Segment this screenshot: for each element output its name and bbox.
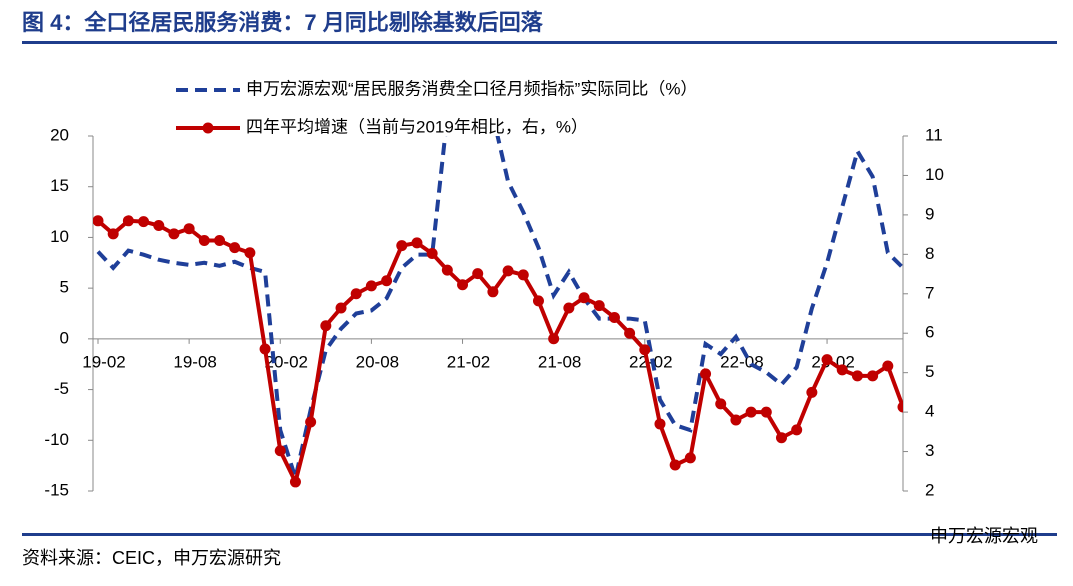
y-tick-label: -10 bbox=[44, 430, 69, 449]
point bbox=[457, 279, 469, 291]
y2-tick-label: 7 bbox=[925, 283, 934, 302]
y2-tick-label: 10 bbox=[925, 165, 944, 184]
point bbox=[396, 240, 408, 252]
point bbox=[487, 286, 499, 298]
point bbox=[305, 416, 317, 428]
point bbox=[502, 265, 514, 277]
y2-tick-label: 11 bbox=[925, 125, 943, 144]
legend-label: 四年平均增速（当前与2019年相比，右，%） bbox=[246, 117, 588, 136]
point bbox=[639, 344, 651, 356]
point bbox=[107, 228, 119, 240]
y2-tick-label: 3 bbox=[925, 441, 934, 460]
y2-tick-label: 9 bbox=[925, 204, 934, 223]
point bbox=[775, 432, 787, 444]
point bbox=[867, 370, 879, 382]
point bbox=[168, 228, 180, 240]
point bbox=[198, 235, 210, 247]
point bbox=[441, 264, 453, 276]
point bbox=[153, 220, 165, 232]
point bbox=[350, 288, 362, 300]
point bbox=[745, 406, 757, 418]
y-tick-label: 15 bbox=[50, 176, 69, 195]
x-tick-label: 19-02 bbox=[82, 352, 125, 371]
point bbox=[578, 292, 590, 304]
point bbox=[411, 237, 423, 249]
y2-tick-label: 8 bbox=[925, 244, 934, 263]
point bbox=[548, 333, 560, 345]
point bbox=[183, 223, 195, 235]
point bbox=[791, 424, 803, 436]
y-tick-label: 5 bbox=[60, 278, 69, 297]
y2-tick-label: 5 bbox=[925, 362, 934, 381]
point bbox=[365, 280, 377, 292]
watermark: 申万宏源宏观 bbox=[930, 526, 1038, 546]
legend-label: 申万宏源宏观“居民服务消费全口径月频指标”实际同比（%） bbox=[246, 79, 697, 98]
point bbox=[472, 268, 484, 280]
point bbox=[563, 302, 575, 314]
point bbox=[229, 242, 241, 254]
chart-title: 图 4：全口径居民服务消费：7 月同比剔除基数后回落 bbox=[22, 10, 544, 35]
plot-area bbox=[93, 136, 903, 488]
x-tick-label: 19-08 bbox=[173, 352, 216, 371]
footer-rule bbox=[22, 533, 1057, 536]
point bbox=[122, 215, 134, 227]
point bbox=[93, 215, 104, 227]
y2-tick-label: 4 bbox=[925, 402, 934, 421]
y2-tick-label: 2 bbox=[925, 480, 934, 499]
x-tick-label: 20-08 bbox=[356, 352, 399, 371]
y-tick-label: 10 bbox=[50, 227, 69, 246]
point bbox=[214, 235, 226, 247]
point bbox=[760, 406, 772, 418]
title-rule bbox=[22, 41, 1057, 44]
point bbox=[335, 302, 347, 314]
point bbox=[593, 300, 605, 312]
point bbox=[851, 370, 863, 382]
point bbox=[836, 364, 848, 376]
point bbox=[700, 368, 712, 380]
point bbox=[274, 445, 286, 457]
y-tick-label: 20 bbox=[50, 125, 69, 144]
point bbox=[821, 354, 833, 366]
point bbox=[289, 476, 301, 488]
point bbox=[669, 459, 681, 471]
point bbox=[532, 295, 544, 307]
y2-tick-label: 6 bbox=[925, 323, 934, 342]
point bbox=[684, 452, 696, 464]
point bbox=[624, 327, 636, 339]
point bbox=[138, 216, 150, 228]
x-tick-label: 21-08 bbox=[538, 352, 581, 371]
series-line bbox=[96, 136, 903, 486]
x-tick-label: 20-02 bbox=[265, 352, 308, 371]
point bbox=[426, 248, 438, 260]
legend-marker bbox=[202, 122, 214, 134]
y-tick-label: -5 bbox=[54, 379, 69, 398]
point bbox=[381, 275, 393, 287]
point bbox=[897, 401, 903, 413]
point bbox=[654, 418, 666, 430]
point bbox=[320, 320, 332, 332]
point bbox=[715, 398, 727, 410]
point bbox=[244, 247, 256, 259]
source: 资料来源：CEIC，申万宏源研究 bbox=[22, 548, 281, 568]
point bbox=[517, 269, 529, 281]
point bbox=[806, 386, 818, 398]
point bbox=[882, 360, 894, 372]
point bbox=[608, 311, 620, 323]
point bbox=[259, 343, 271, 355]
x-tick-label: 21-02 bbox=[447, 352, 490, 371]
y-tick-label: -15 bbox=[44, 480, 69, 499]
point bbox=[730, 414, 742, 426]
y-tick-label: 0 bbox=[60, 328, 69, 347]
